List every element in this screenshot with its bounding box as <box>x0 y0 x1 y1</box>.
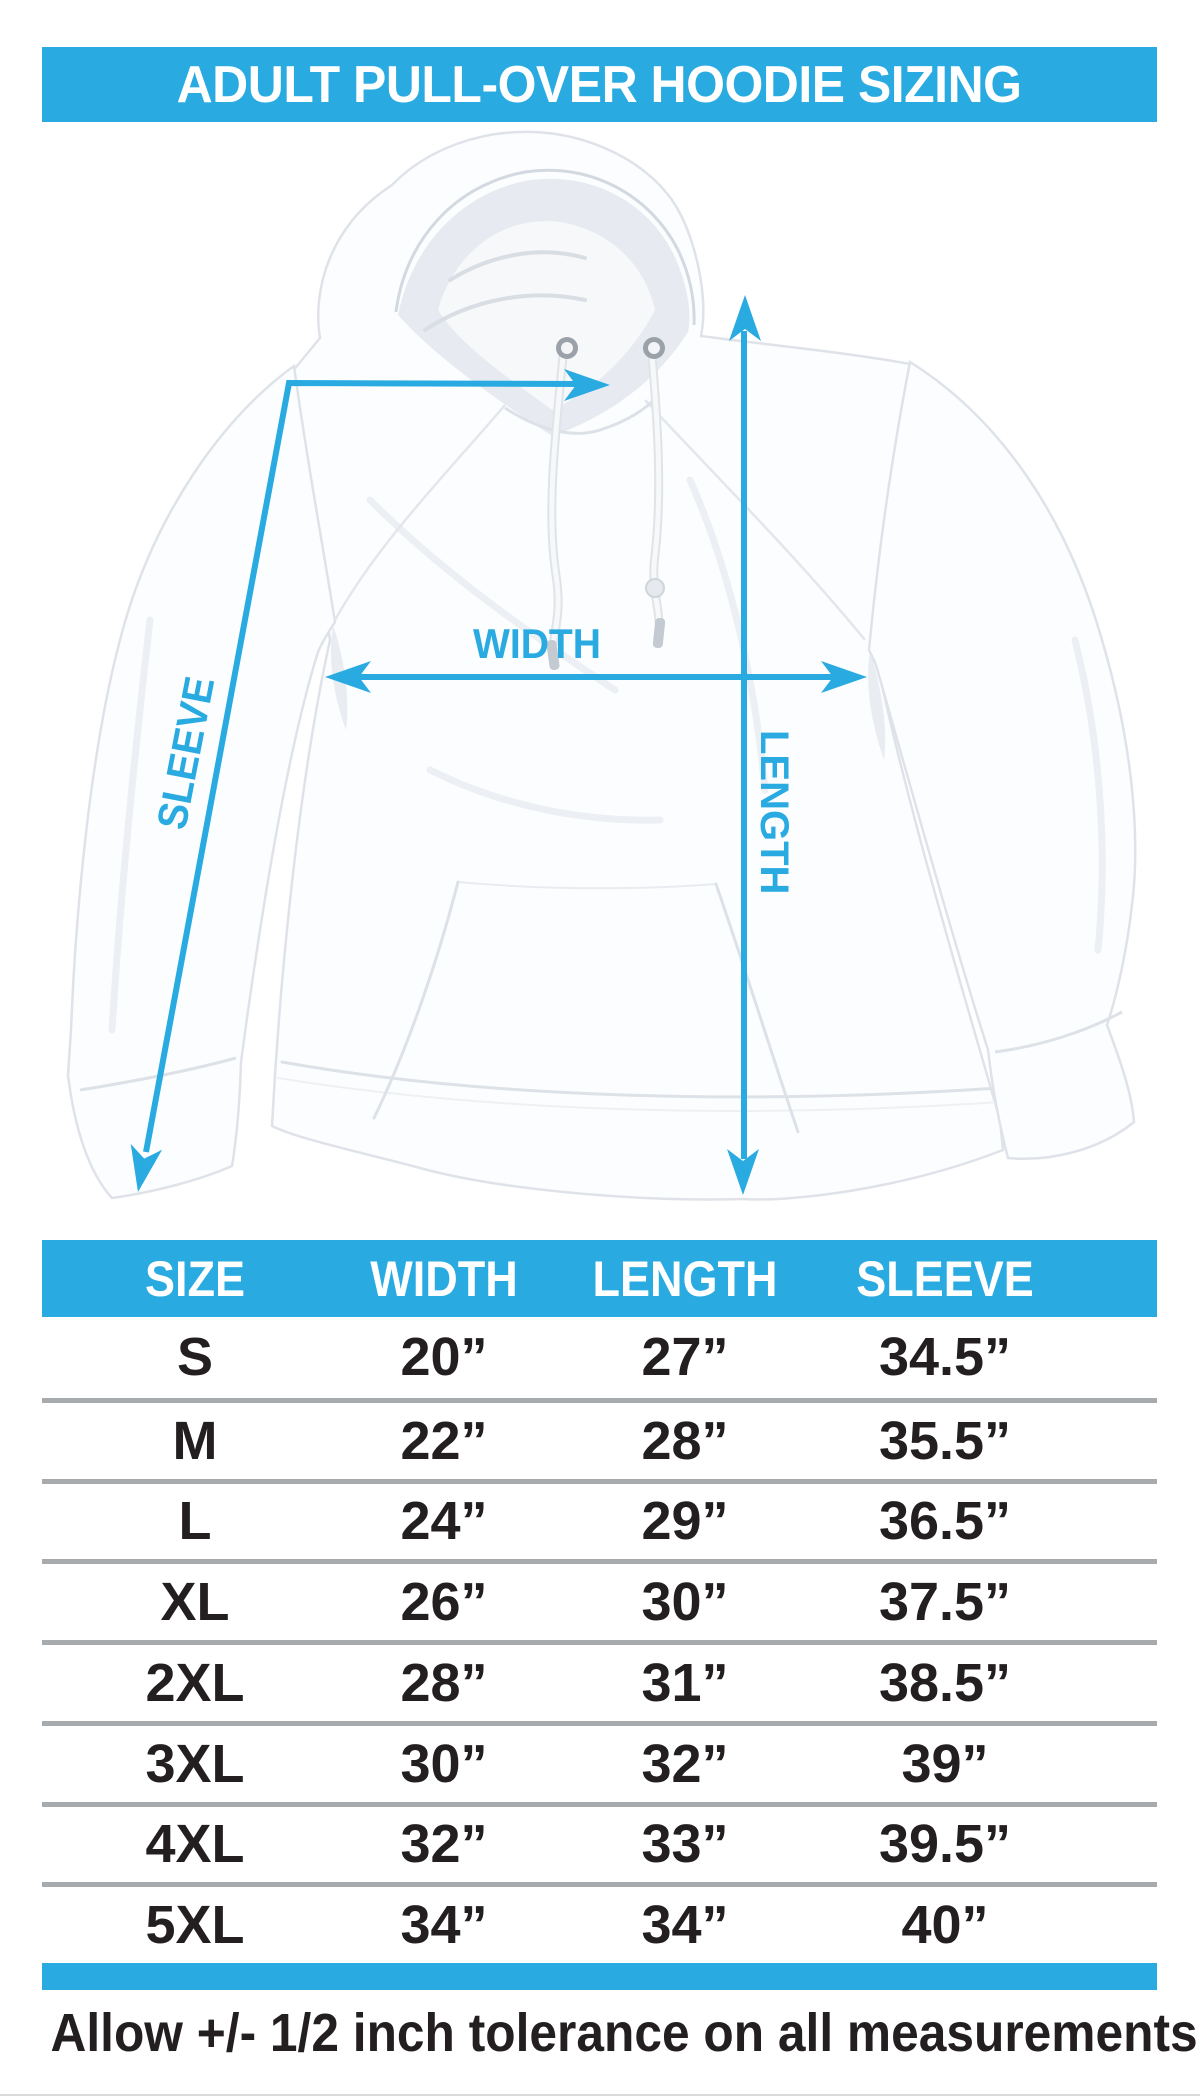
tolerance-note-text: Allow +/- 1/2 inch tolerance on all meas… <box>50 2003 1200 2063</box>
width-value: 30” <box>400 1733 488 1794</box>
sleeve-value: 35.5” <box>878 1410 1012 1471</box>
width-arrow <box>325 661 867 693</box>
aglet-left <box>546 639 560 671</box>
length-value: 32” <box>641 1733 729 1794</box>
column-header-size: SIZE <box>144 1250 246 1307</box>
sleeve-value: 36.5” <box>878 1491 1012 1552</box>
aglet-right <box>652 617 666 649</box>
hood-folds <box>423 250 587 332</box>
drawstring-right <box>645 351 666 649</box>
right-sleeve <box>867 359 1137 1160</box>
hoodie-body <box>270 130 1005 1201</box>
sleeve-arrow <box>130 369 610 1192</box>
width-value: 32” <box>400 1814 488 1875</box>
size-value: 5XL <box>145 1895 245 1956</box>
title-banner: ADULT PULL-OVER HOODIE SIZING <box>42 47 1157 122</box>
right-underarm-shadow <box>868 650 886 760</box>
table-row-2xl: 2XL 28” 31” 38.5” <box>42 1640 1157 1721</box>
size-value: 3XL <box>145 1733 245 1794</box>
table-row-l: L 24” 29” 36.5” <box>42 1478 1157 1560</box>
table-row-s: S 20” 27” 34.5” <box>42 1317 1157 1398</box>
table-row-m: M 22” 28” 35.5” <box>42 1397 1157 1479</box>
size-value: XL <box>160 1572 230 1633</box>
length-value: 29” <box>641 1491 729 1552</box>
column-header-length: LENGTH <box>592 1250 778 1307</box>
grommet-left-icon <box>556 337 578 359</box>
sleeve-value: 34.5” <box>878 1327 1012 1388</box>
kangaroo-pocket <box>372 880 800 1134</box>
table-row-3xl: 3XL 30” 32” 39” <box>42 1720 1157 1802</box>
length-arrow <box>727 295 761 1195</box>
length-value: 30” <box>641 1572 729 1633</box>
table-row-5xl: 5XL 34” 34” 40” <box>42 1882 1157 1963</box>
length-value: 31” <box>641 1652 729 1713</box>
sleeve-value: 38.5” <box>878 1652 1012 1713</box>
width-value: 34” <box>400 1895 488 1956</box>
size-value: S <box>176 1327 214 1388</box>
tolerance-note: Allow +/- 1/2 inch tolerance on all meas… <box>0 2002 1200 2064</box>
sleeve-value: 40” <box>901 1895 989 1956</box>
fabric-folds <box>366 476 769 824</box>
size-table: SIZE WIDTH LENGTH SLEEVE S 20” 27” 34.5”… <box>42 1240 1157 1990</box>
left-sleeve-fold <box>108 616 154 1034</box>
width-value: 20” <box>400 1327 488 1388</box>
table-row-xl: XL 26” 30” 37.5” <box>42 1559 1157 1640</box>
neckline-seam <box>504 394 660 435</box>
table-row-4xl: 4XL 32” 33” 39.5” <box>42 1801 1157 1883</box>
length-value: 28” <box>641 1410 729 1471</box>
length-value: 34” <box>641 1895 729 1956</box>
size-table-header: SIZE WIDTH LENGTH SLEEVE <box>42 1240 1157 1317</box>
width-value: 22” <box>400 1410 488 1471</box>
hem-band <box>277 1060 1001 1112</box>
page-title: ADULT PULL-OVER HOODIE SIZING <box>177 55 1022 114</box>
size-value: 2XL <box>145 1652 245 1713</box>
drawstring-left <box>546 351 568 671</box>
raglan-seams <box>333 399 866 641</box>
sleeve-value: 39.5” <box>878 1814 1012 1875</box>
right-sleeve-fold <box>1071 636 1106 954</box>
drawstring-knot <box>645 578 665 598</box>
length-value: 27” <box>641 1327 729 1388</box>
width-value: 26” <box>400 1572 488 1633</box>
image-bottom-edge <box>0 2094 1200 2096</box>
length-value: 33” <box>641 1814 729 1875</box>
table-bottom-bar <box>42 1963 1157 1990</box>
size-value: M <box>172 1410 218 1471</box>
length-label: LENGTH <box>752 730 796 895</box>
size-value: L <box>178 1491 212 1552</box>
width-label: WIDTH <box>472 620 601 667</box>
hood-lining <box>438 221 655 410</box>
grommet-right-icon <box>643 337 665 359</box>
hood-opening-rim <box>394 168 696 326</box>
right-cuff-seam <box>994 1010 1123 1054</box>
hoodie-illustration <box>66 130 1137 1201</box>
width-value: 28” <box>400 1652 488 1713</box>
sleeve-value: 39” <box>901 1733 989 1794</box>
column-header-sleeve: SLEEVE <box>856 1250 1034 1307</box>
width-value: 24” <box>400 1491 488 1552</box>
sleeve-value: 37.5” <box>878 1572 1012 1633</box>
size-value: 4XL <box>145 1814 245 1875</box>
column-header-width: WIDTH <box>370 1250 518 1307</box>
left-sleeve <box>66 363 337 1200</box>
